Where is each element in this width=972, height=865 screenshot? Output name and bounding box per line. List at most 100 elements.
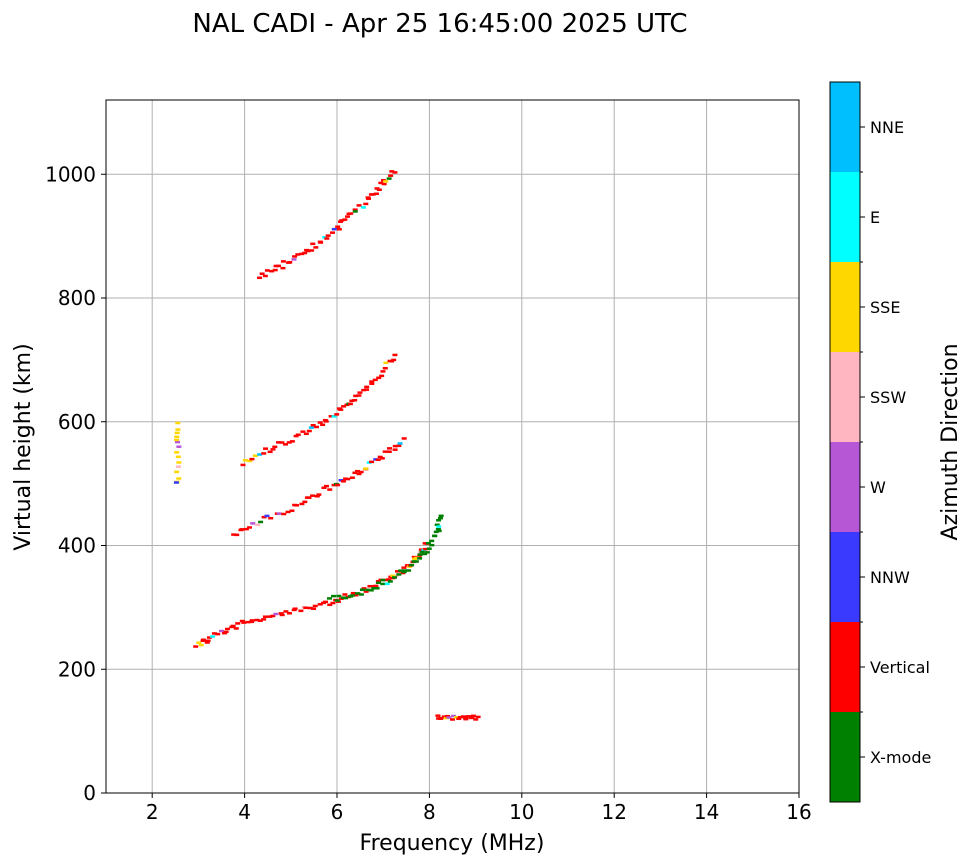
echo-mark [336,594,342,598]
echo-mark [309,249,315,252]
data-marks [173,170,481,721]
echo-mark [317,421,323,424]
echo-mark [386,450,392,453]
echo-mark [210,635,216,638]
echo-mark [369,460,375,464]
echo-mark [355,469,361,473]
chart-title: NAL CADI - Apr 25 16:45:00 2025 UTC [192,9,687,39]
echo-mark [423,547,429,551]
echo-mark [357,391,363,394]
echo-mark [292,607,298,610]
echo-mark [306,429,312,433]
echo-mark [323,420,329,423]
echo-mark [369,584,375,588]
echo-mark [276,441,282,444]
x-tick-label: 16 [786,800,811,824]
echo-mark [323,600,329,604]
echo-mark [283,610,289,613]
echo-mark [381,182,387,186]
echo-mark [267,450,273,454]
echo-mark [361,388,367,392]
echo-mark [196,641,202,644]
echo-mark [298,609,304,613]
echo-mark [358,593,364,596]
colorbar-segment [830,352,860,442]
y-axis: 0 200 400 600 800 1000 [45,162,106,805]
echo-mark [206,636,212,639]
echo-mark [386,177,392,180]
x-tick-label: 8 [423,800,436,824]
echo-mark [368,589,374,592]
echo-mark [353,394,359,398]
echo-mark [375,580,381,583]
echo-mark [261,515,267,519]
echo-mark [231,533,237,536]
echo-mark [257,619,263,622]
colorbar: X-mode Vertical NNW W SSW SSE E NNE [829,81,931,803]
echo-mark [413,560,419,563]
echo-mark [308,426,314,429]
echo-mark [176,461,182,464]
echo-mark [463,717,469,721]
echo-mark [268,516,274,520]
echo-mark [432,534,438,538]
echo-mark [342,218,348,221]
echo-mark [456,717,462,721]
echo-mark [390,574,396,578]
echo-mark [239,528,245,531]
echo-mark [436,519,442,522]
echo-mark [242,458,248,462]
echo-mark [270,448,276,451]
echo-mark [349,399,355,403]
echo-mark [383,578,389,582]
echo-mark [250,522,256,525]
echo-mark [279,613,285,617]
echo-mark [446,716,452,719]
echo-mark [175,455,181,459]
echo-mark [285,510,291,514]
echo-mark [330,601,336,605]
echo-mark [392,444,398,448]
echo-mark [393,574,399,578]
echo-mark [218,629,224,633]
echo-mark [364,385,370,389]
echo-mark [275,264,281,268]
echo-mark [262,615,268,618]
colorbar-tick-label: E [870,208,880,227]
echo-mark [373,584,379,588]
echo-mark [358,470,364,474]
echo-mark [291,258,297,261]
echo-mark [175,421,181,425]
echo-mark [475,715,481,719]
echo-mark [372,378,378,382]
echo-mark [313,425,319,429]
echo-mark [382,366,388,370]
echo-mark [451,714,457,718]
colorbar-tick-label: NNW [870,568,910,587]
echo-mark [239,619,245,623]
echo-mark [263,447,269,450]
x-tick-label: 10 [509,800,534,824]
echo-mark [325,234,331,237]
colorbar-segment [830,82,860,172]
colorbar-tick-label: SSE [870,298,900,317]
echo-mark [383,180,389,183]
colorbar-segment [830,532,860,622]
echo-mark [363,467,369,470]
echo-mark [347,402,353,406]
echo-mark [176,445,182,448]
echo-mark [341,405,347,408]
echo-mark [469,716,475,719]
echo-mark [417,557,423,560]
echo-mark [272,445,278,449]
echo-mark [366,197,372,200]
echo-mark [261,618,267,621]
echo-mark [361,587,367,590]
echo-mark [316,493,322,496]
colorbar-frame [829,81,861,803]
echo-mark [345,215,351,218]
echo-mark [324,237,330,240]
echo-mark [313,246,319,249]
echo-mark [379,374,385,378]
echo-mark [302,500,308,504]
